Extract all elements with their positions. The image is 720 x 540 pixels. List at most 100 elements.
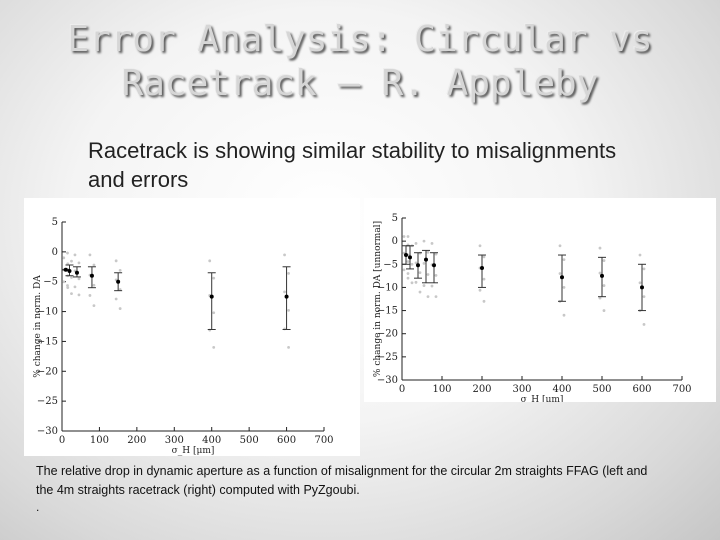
scatter-sample-point xyxy=(426,250,430,254)
x-tick-label: 600 xyxy=(277,435,296,446)
scatter-sample-point xyxy=(77,261,81,265)
scatter-sample-point xyxy=(434,252,438,256)
scatter-sample-point xyxy=(73,285,77,289)
scatter-sample-point xyxy=(414,242,418,245)
scatter-sample-point xyxy=(434,295,438,299)
scatter-sample-point xyxy=(602,259,606,262)
scatter-sample-point xyxy=(426,295,430,299)
slide-title: Error Analysis: Circular vs Racetrack – … xyxy=(60,18,660,106)
scatter-sample-point xyxy=(414,261,418,265)
scatter-sample-point xyxy=(430,284,434,288)
scatter-sample-point xyxy=(638,281,642,285)
title-line-2: Racetrack – R. Appleby xyxy=(121,63,599,104)
scatter-sample-point xyxy=(478,244,482,248)
scatter-sample-point xyxy=(70,259,73,263)
scatter-sample-point xyxy=(430,242,434,245)
data-point xyxy=(116,279,121,284)
data-point xyxy=(432,263,436,268)
scatter-sample-point xyxy=(562,286,566,289)
scatter-sample-point xyxy=(410,262,414,266)
scatter-sample-point xyxy=(422,239,426,243)
scatter-sample-point xyxy=(287,271,290,275)
scatter-sample-point xyxy=(482,299,486,303)
y-tick-label: −5 xyxy=(383,259,398,270)
scatter-sample-point xyxy=(414,280,418,284)
scatter-sample-point xyxy=(482,255,486,259)
scatter-sample-point xyxy=(418,271,422,275)
data-point xyxy=(74,270,79,275)
scatter-sample-point xyxy=(77,293,81,297)
y-tick-label: 0 xyxy=(52,247,58,258)
scatter-sample-point xyxy=(402,268,406,272)
x-tick-label: 200 xyxy=(127,435,146,446)
scatter-sample-point xyxy=(92,263,96,267)
scatter-sample-point xyxy=(287,346,290,349)
data-point xyxy=(640,285,644,290)
x-tick-label: 200 xyxy=(472,384,491,395)
y-tick-label: −25 xyxy=(377,352,398,363)
scatter-sample-point xyxy=(73,253,77,257)
scatter-sample-point xyxy=(638,253,642,257)
y-tick-label: −30 xyxy=(377,375,398,386)
scatter-sample-point xyxy=(426,273,430,276)
scatter-sample-point xyxy=(422,284,426,287)
scatter-sample-point xyxy=(283,290,286,294)
scatter-sample-point xyxy=(598,296,602,300)
scatter-sample-point xyxy=(92,304,96,307)
scatter-sample-point xyxy=(482,277,486,281)
scatter-sample-point xyxy=(212,276,216,280)
x-axis-label: σ_H [μm] xyxy=(172,446,215,456)
x-tick-label: 0 xyxy=(59,435,65,446)
x-tick-label: 100 xyxy=(432,384,451,395)
data-point xyxy=(560,275,564,280)
scatter-sample-point xyxy=(70,276,73,279)
y-tick-label: 5 xyxy=(52,217,58,228)
scatter-sample-point xyxy=(434,273,438,277)
x-tick-label: 700 xyxy=(672,384,691,395)
x-tick-label: 500 xyxy=(592,384,611,395)
y-tick-label: −15 xyxy=(377,306,398,317)
scatter-sample-point xyxy=(406,235,410,238)
y-axis-label: % change in norm. DA [unnormal] xyxy=(373,221,383,377)
y-tick-label: 0 xyxy=(392,236,398,247)
x-tick-label: 400 xyxy=(202,435,221,446)
scatter-sample-point xyxy=(66,286,70,290)
scatter-sample-point xyxy=(287,308,290,312)
scatter-sample-point xyxy=(642,267,646,271)
left-chart-panel: 5 0 −5 −10 −15 −20 −25 −30 0 100 200 300 400 500 600 70… xyxy=(24,198,360,456)
scatter-sample-point xyxy=(422,261,426,265)
right-chart-panel: 5 0 −5 −10 −15 −20 −25 −30 0 100 200 300 400 500 600 70… xyxy=(364,198,716,402)
scatter-sample-point xyxy=(642,323,646,326)
scatter-sample-point xyxy=(114,297,118,301)
scatter-sample-point xyxy=(410,281,414,285)
y-tick-label: −20 xyxy=(377,329,398,340)
scatter-sample-point xyxy=(88,253,92,257)
x-tick-label: 300 xyxy=(512,384,531,395)
data-point xyxy=(480,265,484,270)
y-axis-label: % change in norm. DA xyxy=(33,275,43,378)
scatter-sample-point xyxy=(70,292,73,296)
data-point xyxy=(284,294,289,299)
x-tick-label: 500 xyxy=(240,435,259,446)
data-point xyxy=(416,263,420,268)
scatter-sample-point xyxy=(642,295,646,299)
title-line-1: Error Analysis: Circular vs xyxy=(67,19,653,60)
scatter-sample-point xyxy=(66,284,69,287)
data-point xyxy=(408,255,412,260)
scatter-sample-point xyxy=(118,268,122,272)
scatter-sample-point xyxy=(208,259,212,263)
data-point xyxy=(424,257,428,262)
x-tick-label: 400 xyxy=(552,384,571,395)
scatter-sample-point xyxy=(406,272,410,275)
x-axis-label: σ_H [μm] xyxy=(521,395,564,402)
data-point xyxy=(209,294,214,299)
data-point xyxy=(63,267,68,272)
y-tick-label: 5 xyxy=(392,213,398,224)
scatter-sample-point xyxy=(406,260,410,263)
scatter-sample-point xyxy=(562,258,566,262)
y-tick-label: −25 xyxy=(37,396,58,407)
scatter-sample-point xyxy=(66,251,69,255)
x-tick-label: 300 xyxy=(165,435,184,446)
y-tick-label: −10 xyxy=(377,282,398,293)
x-tick-label: 100 xyxy=(90,435,109,446)
